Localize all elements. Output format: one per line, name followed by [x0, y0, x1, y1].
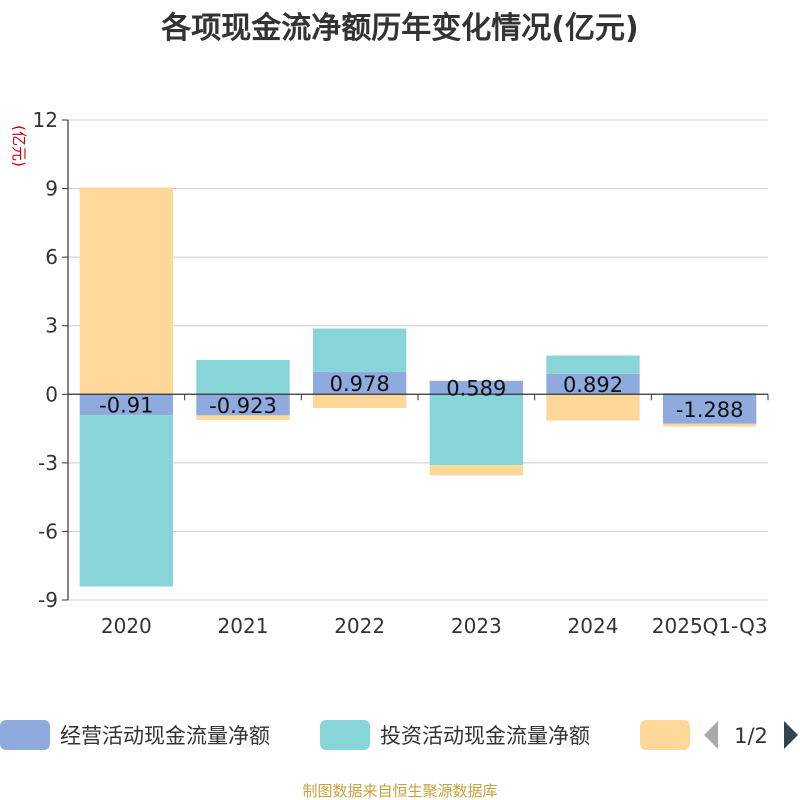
bar-1-2020: [79, 394, 173, 416]
legend-next-page-icon[interactable]: [784, 721, 798, 749]
x-tick-label: 2022: [334, 614, 385, 638]
bar-3-2021: [196, 415, 290, 420]
chart-title: 各项现金流净额历年变化情况(亿元): [160, 11, 638, 46]
bar-1-2021: [196, 394, 290, 416]
y-tick-label: -9: [38, 588, 58, 612]
y-tick-label: 12: [33, 108, 58, 132]
legend-label-1: 经营活动现金流量净额: [60, 724, 270, 748]
bar-1-2024: [546, 373, 640, 395]
bar-labels: -0.91 -0.923 0.978 0.589 0.892 -1.288: [99, 372, 743, 422]
y-tick-label: 0: [45, 382, 58, 406]
data-label: 0.978: [330, 372, 390, 396]
axes: 12 9 6 3 0 -3 -6 -9 2020 2021 2022 2023 2024 2025Q1-Q…: [33, 108, 769, 638]
legend-prev-page-icon[interactable]: [704, 721, 718, 749]
data-label: 0.589: [446, 377, 506, 401]
data-label: -1.288: [676, 398, 744, 422]
bar-1-2023: [429, 380, 523, 395]
x-tick-label: 2025Q1-Q3: [652, 614, 768, 638]
legend-page-indicator: 1/2: [734, 724, 768, 748]
y-axis-unit-label: (亿元): [10, 125, 28, 167]
bar-2-2020: [79, 415, 173, 587]
data-label: -0.923: [209, 394, 277, 418]
bar-3-2022: [313, 394, 407, 408]
x-tick-label: 2021: [218, 614, 269, 638]
legend-swatch-2: [320, 720, 370, 750]
bar-3-2025Q1-Q3: [663, 423, 757, 427]
y-tick-label: -3: [38, 451, 58, 475]
legend-swatch-1: [0, 720, 50, 750]
x-tick-label: 2020: [101, 614, 152, 638]
source-note: 制图数据来自恒生聚源数据库: [302, 782, 497, 800]
y-tick-label: -6: [38, 519, 58, 543]
bar-1-2025Q1-Q3: [663, 394, 757, 424]
data-label: 0.892: [563, 373, 623, 397]
bar-3-2024: [546, 394, 640, 421]
y-tick-label: 9: [45, 177, 58, 201]
data-label: -0.91: [99, 394, 153, 418]
bar-2-2023: [429, 394, 523, 466]
bar-3-2023: [429, 465, 523, 476]
bars: [79, 187, 757, 587]
grid-lines: [68, 119, 768, 601]
bar-2-2021: [196, 360, 290, 395]
bar-2-2022: [313, 328, 407, 372]
x-tick-label: 2024: [568, 614, 619, 638]
legend: 经营活动现金流量净额 投资活动现金流量净额 1/2: [0, 720, 798, 750]
y-tick-label: 6: [45, 245, 58, 269]
bar-2-2024: [546, 355, 640, 374]
bar-3-2020: [79, 187, 173, 395]
y-tick-label: 3: [45, 314, 58, 338]
legend-swatch-3: [640, 720, 690, 750]
x-tick-label: 2023: [451, 614, 502, 638]
legend-label-2: 投资活动现金流量净额: [380, 724, 590, 748]
bar-1-2022: [313, 371, 407, 395]
